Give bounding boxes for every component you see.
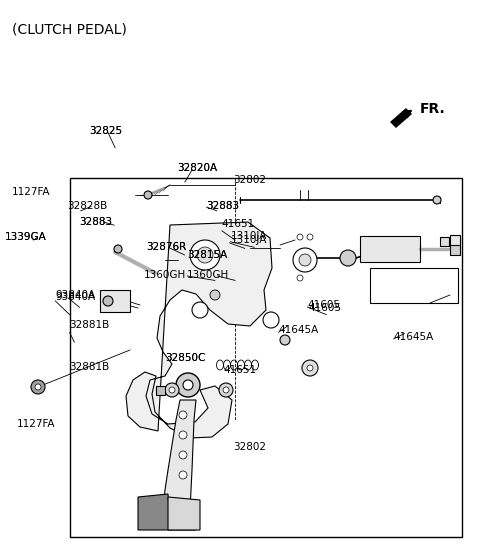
Text: 1310JA: 1310JA — [230, 231, 267, 241]
Text: 32828B: 32828B — [67, 201, 108, 211]
Circle shape — [210, 290, 220, 300]
Text: 1360GH: 1360GH — [144, 270, 186, 280]
Text: 32881B: 32881B — [70, 320, 110, 330]
Text: 32825: 32825 — [89, 126, 122, 136]
Circle shape — [179, 411, 187, 419]
Circle shape — [179, 451, 187, 459]
Bar — [440, 237, 449, 246]
Polygon shape — [138, 494, 170, 530]
Circle shape — [297, 275, 303, 281]
Circle shape — [190, 240, 220, 270]
Text: 32815A: 32815A — [187, 250, 228, 260]
Circle shape — [302, 360, 318, 376]
Bar — [100, 290, 130, 312]
Polygon shape — [168, 497, 200, 530]
Text: 32802: 32802 — [233, 175, 266, 185]
Circle shape — [192, 302, 208, 318]
Bar — [450, 235, 460, 245]
Circle shape — [280, 335, 290, 345]
Text: 32876R: 32876R — [146, 242, 187, 252]
Circle shape — [297, 234, 303, 240]
Bar — [450, 243, 460, 255]
Circle shape — [307, 234, 313, 240]
Text: 41645A: 41645A — [394, 332, 434, 342]
Text: 32850C: 32850C — [166, 353, 206, 363]
Text: 93840A: 93840A — [55, 292, 96, 302]
Text: (CLUTCH PEDAL): (CLUTCH PEDAL) — [12, 22, 127, 36]
Circle shape — [293, 248, 317, 272]
Text: 32820A: 32820A — [178, 163, 218, 173]
Circle shape — [299, 254, 311, 266]
Circle shape — [165, 383, 179, 397]
Circle shape — [114, 245, 122, 253]
Text: 1127FA: 1127FA — [12, 187, 50, 197]
Circle shape — [169, 387, 175, 393]
Circle shape — [103, 296, 113, 306]
Circle shape — [179, 471, 187, 479]
Text: 41651: 41651 — [222, 219, 255, 229]
Text: 1339GA: 1339GA — [5, 232, 47, 242]
Text: 32881B: 32881B — [70, 362, 110, 372]
Text: 41605: 41605 — [308, 303, 341, 313]
Circle shape — [223, 387, 229, 393]
Text: 41645A: 41645A — [278, 325, 319, 335]
Polygon shape — [390, 108, 412, 128]
Circle shape — [179, 431, 187, 439]
Polygon shape — [163, 400, 196, 530]
Circle shape — [183, 380, 193, 390]
Text: 41651: 41651 — [223, 365, 256, 375]
Circle shape — [35, 384, 41, 390]
Text: 41605: 41605 — [307, 300, 340, 310]
Text: 32883: 32883 — [79, 217, 112, 227]
Circle shape — [340, 250, 356, 266]
Circle shape — [219, 383, 233, 397]
Polygon shape — [126, 222, 272, 438]
Text: 32883: 32883 — [206, 201, 240, 211]
Text: 32883: 32883 — [206, 201, 240, 211]
Circle shape — [307, 365, 313, 371]
Text: 32815A: 32815A — [187, 250, 228, 260]
Circle shape — [433, 196, 441, 204]
Circle shape — [263, 312, 279, 328]
Text: 1127FA: 1127FA — [17, 419, 55, 429]
Text: 32850C: 32850C — [166, 353, 206, 363]
Text: FR.: FR. — [420, 102, 446, 116]
Bar — [370, 268, 458, 303]
Text: 32883: 32883 — [79, 217, 112, 227]
Text: 32820A: 32820A — [178, 163, 218, 173]
Text: 1310JA: 1310JA — [230, 235, 267, 245]
Text: 32802: 32802 — [233, 442, 266, 452]
Bar — [360, 236, 420, 262]
Circle shape — [31, 380, 45, 394]
Bar — [156, 386, 165, 395]
Text: 32825: 32825 — [89, 126, 122, 136]
Circle shape — [144, 191, 152, 199]
Text: 32876R: 32876R — [146, 242, 187, 252]
Text: 1360GH: 1360GH — [187, 270, 229, 280]
Bar — [70, 178, 462, 537]
Circle shape — [176, 373, 200, 397]
Text: 1339GA: 1339GA — [5, 232, 47, 242]
Circle shape — [197, 247, 213, 263]
Text: 93840A: 93840A — [55, 290, 96, 300]
